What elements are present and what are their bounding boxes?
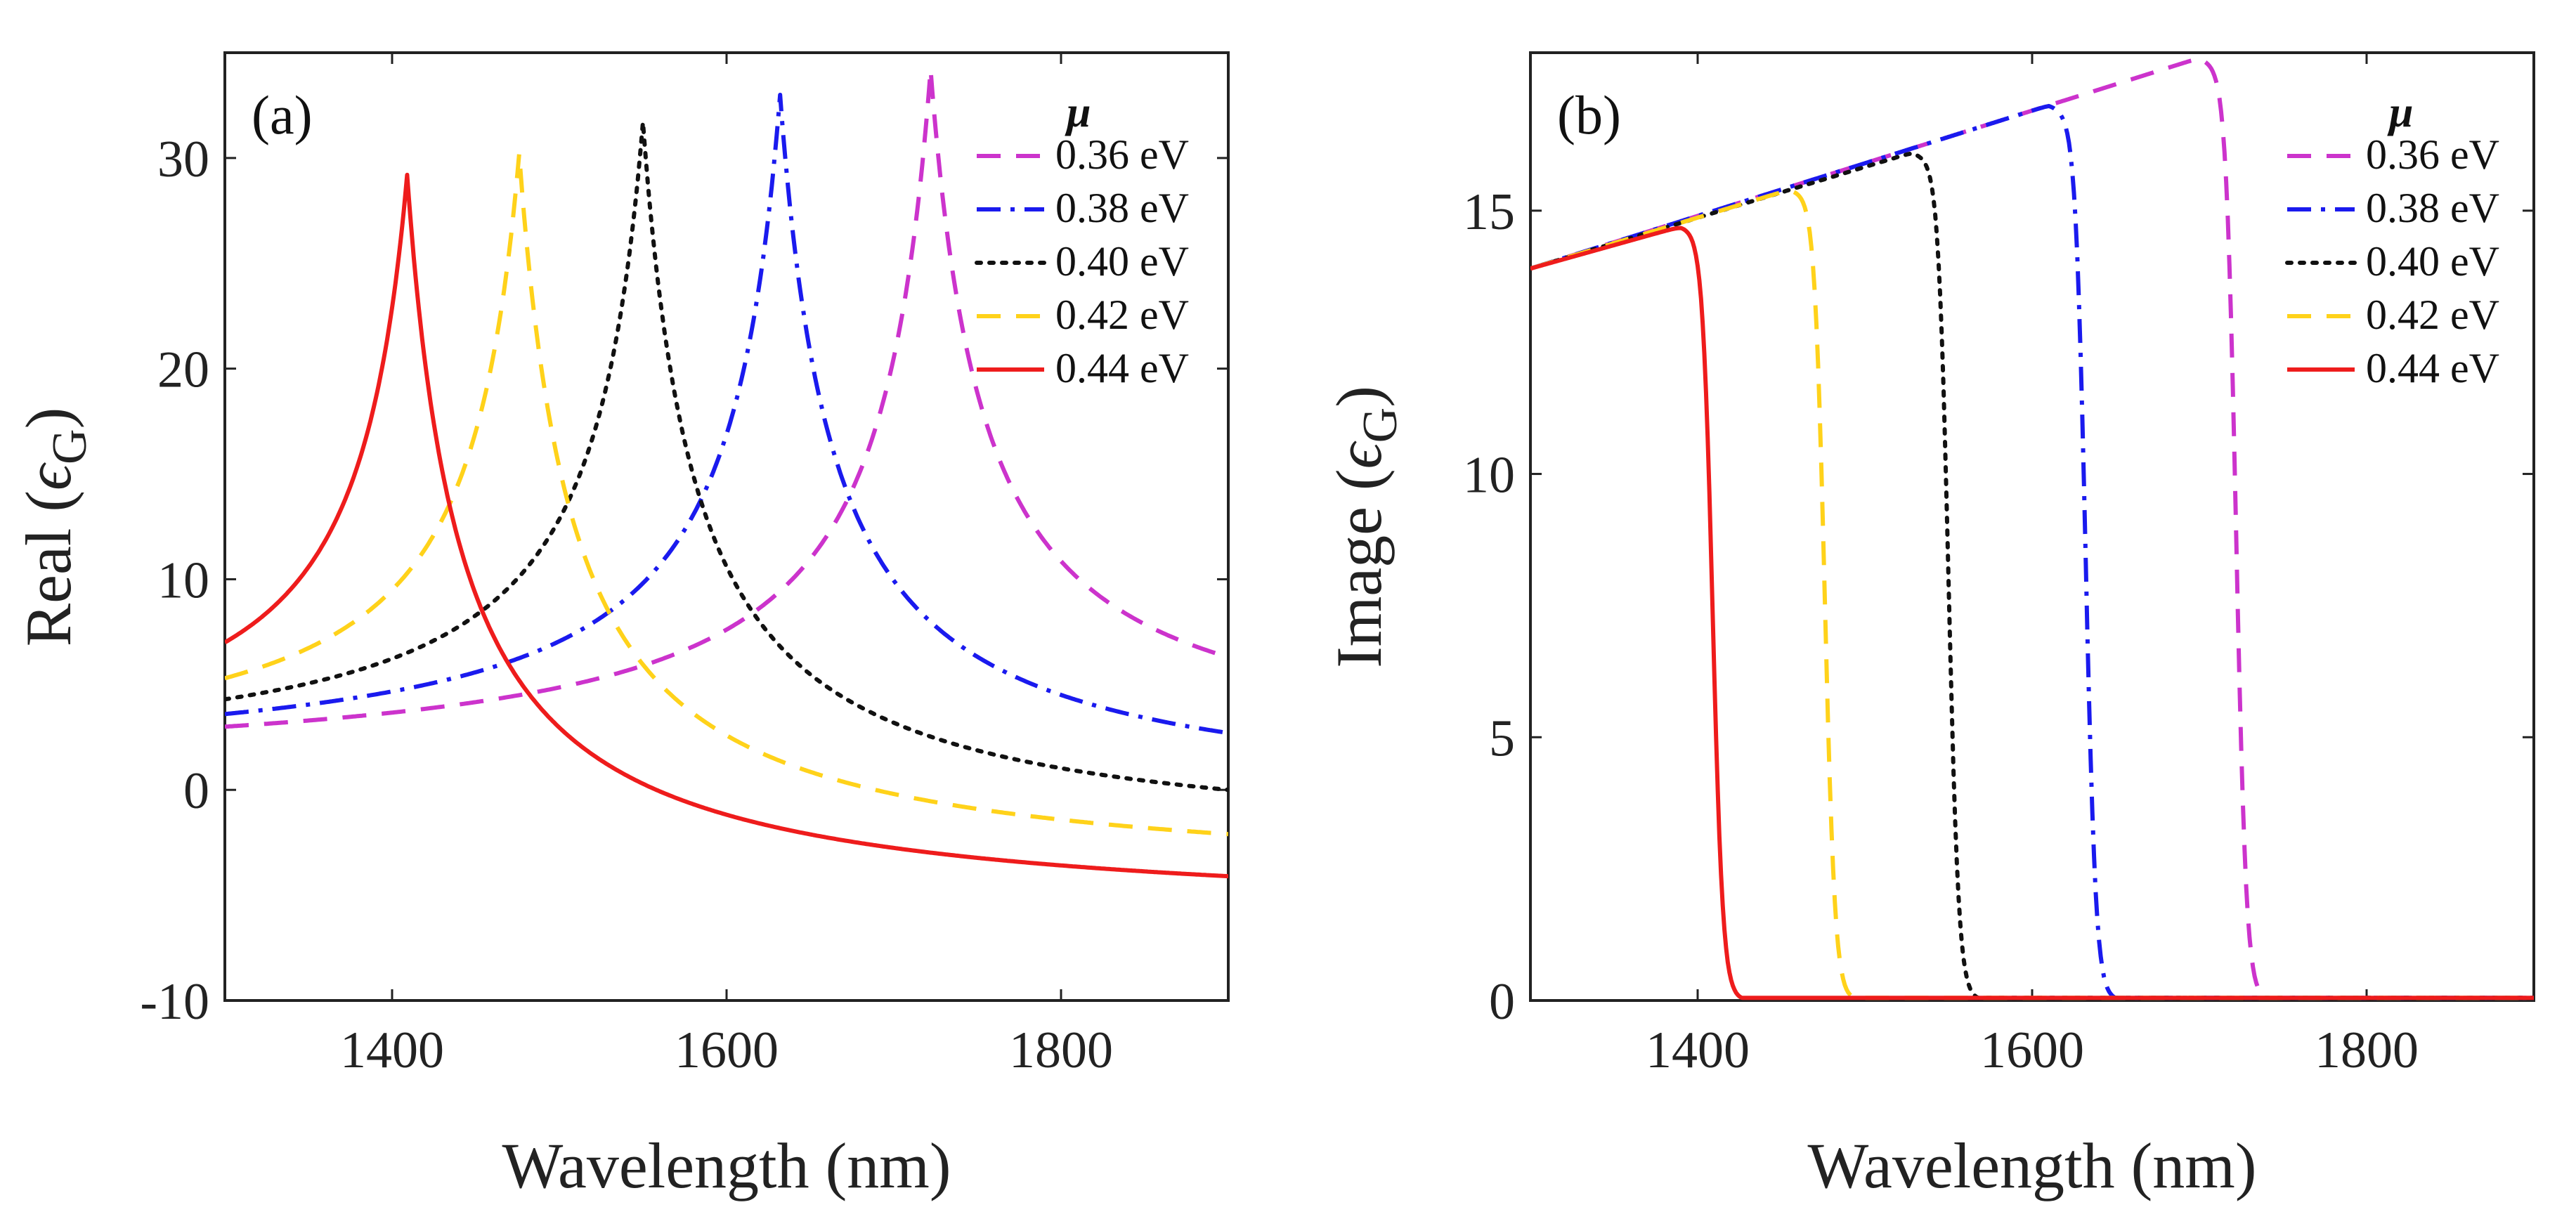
panel-b-series-line-038: [1530, 103, 2534, 1000]
panel-b-legend-label: 0.44 eV: [2366, 345, 2499, 391]
panel-a-ticks: 1400 1600 1800 -10 0 10 20 30: [140, 53, 1228, 1079]
panel-a-y-tick-label: 20: [157, 341, 209, 399]
panel-a-y-tick-label: 30: [157, 131, 209, 188]
panel-a-series-line-038: [225, 93, 1228, 736]
panel-a-series-line-044: [225, 172, 1228, 879]
panel-b-y-tick-label: 0: [1489, 973, 1515, 1031]
panel-b-x-tick-label: 1800: [2315, 1022, 2419, 1079]
panel-a-y-label-close: ): [13, 408, 84, 429]
panel-a-plot-frame: [223, 51, 1230, 1002]
panel-a-x-tick-label: 1600: [675, 1022, 779, 1079]
panel-b-x-tick-label: 1600: [1980, 1022, 2084, 1079]
panel-b-y-tick-label: 15: [1463, 183, 1515, 241]
panel-b-y-label-close: ): [1323, 386, 1395, 408]
panel-b-tag: (b): [1557, 84, 1621, 145]
panel-b: 1400 1600 1800 0 5 10 15 (b) Wavelength (nm) I…: [1323, 51, 2535, 1201]
panel-a-tag: (a): [252, 84, 313, 145]
panel-b-y-label-main: Image (: [1323, 469, 1395, 668]
panel-a-x-tick-label: 1800: [1009, 1022, 1113, 1079]
panel-b-plot-frame: [1529, 51, 2535, 1002]
panel-a-x-tick-label: 1400: [340, 1022, 444, 1079]
panel-a-series-line-040: [225, 119, 1228, 793]
panel-b-x-axis-label: Wavelength (nm): [1808, 1130, 2257, 1201]
panel-b-y-tick-label: 10: [1463, 447, 1515, 504]
panel-a-y-tick-label: -10: [140, 973, 209, 1031]
panel-a-legend: μ 0.36 eV 0.38 eV 0.40 eV 0.42 eV 0.44 eV: [975, 89, 1189, 391]
panel-b-curves: [1530, 56, 2534, 1000]
panel-a-x-axis-label: Wavelength (nm): [502, 1130, 951, 1201]
panel-a-legend-label: 0.38 eV: [1055, 185, 1189, 231]
panel-b-series-line-044: [1530, 226, 2534, 1000]
panel-a-legend-title: μ: [1065, 89, 1091, 136]
panel-b-legend-label: 0.36 eV: [2366, 131, 2499, 178]
panel-a-legend-label: 0.40 eV: [1055, 238, 1189, 285]
panel-b-y-axis-label: Image (ϵG): [1323, 386, 1407, 668]
panel-a-y-label-main: Real (: [13, 490, 84, 646]
panel-b-x-tick-label: 1400: [1646, 1022, 1750, 1079]
panel-a-series-line-036: [225, 67, 1228, 729]
panel-b-legend-title: μ: [2387, 89, 2413, 136]
panel-b-legend-label: 0.38 eV: [2366, 185, 2499, 231]
panel-b-legend-label: 0.40 eV: [2366, 238, 2499, 285]
panel-a-legend-label: 0.44 eV: [1055, 345, 1189, 391]
panel-b-y-label-sub: G: [1353, 408, 1407, 443]
panel-a-legend-label: 0.42 eV: [1055, 292, 1189, 338]
panel-a-y-tick-label: 0: [183, 762, 209, 820]
panel-a-y-label-symbol: ϵ: [13, 462, 84, 490]
panel-a-y-label-sub: G: [43, 429, 97, 464]
panel-a: 1400 1600 1800 -10 0 10 20 30 (a) Wavelength (n…: [13, 51, 1230, 1201]
panel-b-y-tick-label: 5: [1489, 710, 1515, 767]
panel-a-legend-label: 0.36 eV: [1055, 131, 1189, 178]
panel-b-legend-label: 0.42 eV: [2366, 292, 2499, 338]
panel-b-legend: μ 0.36 eV 0.38 eV 0.40 eV 0.42 eV 0.44 eV: [2285, 89, 2499, 391]
panel-b-y-label-symbol: ϵ: [1323, 440, 1395, 469]
panel-b-ticks: 1400 1600 1800 0 5 10 15: [1463, 53, 2534, 1079]
panel-a-curves: [225, 67, 1228, 879]
panel-a-y-tick-label: 10: [157, 552, 209, 609]
panel-a-y-axis-label: Real (ϵG): [13, 408, 97, 647]
